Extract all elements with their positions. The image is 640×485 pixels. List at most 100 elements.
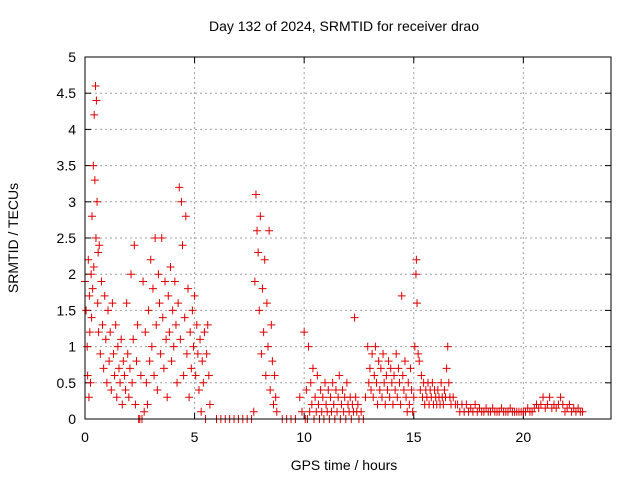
data-point	[165, 328, 174, 337]
grid	[85, 57, 611, 419]
data-point	[552, 404, 561, 413]
data-point	[99, 364, 108, 373]
data-point	[370, 371, 379, 380]
data-point	[169, 342, 178, 351]
data-point	[410, 342, 419, 351]
data-point	[249, 407, 258, 416]
data-point	[257, 349, 266, 358]
data-point	[109, 349, 118, 358]
data-point	[390, 371, 399, 380]
y-tick-label: 3.5	[57, 158, 77, 174]
data-point	[163, 393, 172, 402]
data-point	[372, 378, 381, 387]
data-point	[171, 320, 180, 329]
x-tick-label: 20	[516, 429, 532, 445]
data-point	[528, 407, 537, 416]
data-point	[159, 364, 168, 373]
data-point	[88, 212, 97, 221]
data-point	[146, 255, 155, 264]
data-point	[167, 357, 176, 366]
data-point	[369, 393, 378, 402]
data-point	[258, 284, 267, 293]
data-point	[363, 342, 372, 351]
data-point	[306, 378, 315, 387]
data-point	[152, 320, 161, 329]
data-point	[406, 364, 415, 373]
data-point	[133, 320, 142, 329]
data-point	[122, 299, 131, 308]
data-point	[85, 328, 94, 337]
data-point	[342, 378, 351, 387]
data-point	[375, 386, 384, 395]
x-axis-label: GPS time / hours	[291, 457, 398, 473]
data-point	[261, 371, 270, 380]
data-point	[556, 393, 565, 402]
data-point	[139, 277, 148, 286]
data-point	[264, 342, 273, 351]
data-point	[408, 407, 417, 416]
data-point	[182, 349, 191, 358]
data-point	[136, 371, 145, 380]
data-point	[254, 248, 263, 257]
data-point	[320, 378, 329, 387]
data-point	[85, 291, 94, 300]
data-point	[87, 313, 96, 322]
data-point	[197, 407, 206, 416]
data-point	[106, 328, 115, 337]
data-point	[386, 364, 395, 373]
data-point	[181, 212, 190, 221]
data-point	[204, 371, 213, 380]
data-point	[382, 371, 391, 380]
data-point	[150, 371, 159, 380]
data-point	[300, 328, 309, 337]
data-point	[118, 400, 127, 409]
data-point	[173, 378, 182, 387]
data-point	[107, 386, 116, 395]
data-point	[400, 357, 409, 366]
data-point	[368, 349, 377, 358]
data-point	[335, 371, 344, 380]
data-point	[402, 393, 411, 402]
data-point	[143, 400, 152, 409]
data-point	[266, 386, 275, 395]
data-point	[398, 371, 407, 380]
data-point	[329, 400, 338, 409]
data-point	[253, 226, 262, 235]
data-point	[392, 349, 401, 358]
data-point	[578, 407, 587, 416]
data-point	[414, 349, 423, 358]
data-point	[168, 306, 177, 315]
data-point	[104, 306, 113, 315]
data-point	[271, 393, 280, 402]
data-point	[97, 277, 106, 286]
data-point	[297, 407, 306, 416]
data-point	[545, 393, 554, 402]
data-point	[187, 364, 196, 373]
data-point	[154, 270, 163, 279]
data-point	[94, 248, 103, 257]
data-point	[388, 400, 397, 409]
data-point	[155, 299, 164, 308]
data-point	[170, 277, 179, 286]
data-point	[351, 393, 360, 402]
data-point	[162, 335, 171, 344]
data-points	[81, 81, 587, 423]
data-point	[506, 404, 515, 413]
data-point	[322, 400, 331, 409]
data-point	[407, 386, 416, 395]
data-point	[131, 400, 140, 409]
data-point	[160, 277, 169, 286]
data-point	[270, 371, 279, 380]
chart-title: Day 132 of 2024, SRMTID for receiver dra…	[209, 18, 479, 34]
data-point	[166, 262, 175, 271]
data-point	[130, 241, 139, 250]
data-point	[98, 320, 107, 329]
y-tick-label: 0	[68, 411, 76, 427]
data-point	[120, 371, 129, 380]
y-tick-label: 2.5	[57, 230, 77, 246]
data-point	[255, 306, 264, 315]
data-point	[100, 291, 109, 300]
data-point	[156, 349, 165, 358]
data-point	[202, 349, 211, 358]
data-point	[177, 197, 186, 206]
